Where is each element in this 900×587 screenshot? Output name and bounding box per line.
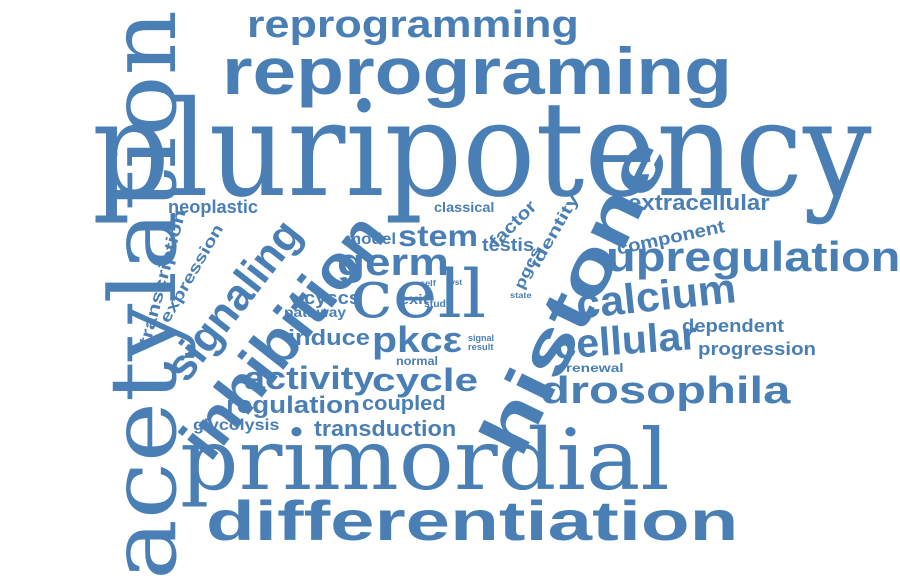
word-drosophila: drosophila bbox=[540, 370, 791, 412]
word-upregulation: upregulation bbox=[606, 233, 900, 280]
word-induce: induce bbox=[288, 325, 370, 350]
word-self: self bbox=[420, 279, 436, 288]
word-transduction: transduction bbox=[314, 416, 457, 441]
word-extracellular: extracellular bbox=[628, 190, 770, 215]
word-regulation: regulation bbox=[226, 392, 361, 419]
word-activity: activity bbox=[244, 360, 375, 396]
word-result: result bbox=[468, 342, 494, 352]
word-coupled: coupled bbox=[362, 393, 446, 415]
word-cellular: cellular bbox=[551, 313, 699, 368]
word-glycolysis: glycolysis bbox=[193, 417, 280, 434]
word-exit: exit bbox=[400, 291, 429, 307]
word-differentiation: differentiation bbox=[206, 489, 739, 552]
word-stem: stem bbox=[398, 220, 479, 253]
word-renewal: renewal bbox=[566, 361, 624, 375]
word-classical: classical bbox=[434, 199, 495, 215]
word-signal: signal bbox=[468, 333, 495, 343]
word-neoplastic: neoplastic bbox=[168, 197, 259, 217]
word-primordial: primordial bbox=[180, 411, 670, 509]
word-pluripotency: pluripotency bbox=[92, 73, 872, 227]
word-cyscs: cyscs bbox=[304, 288, 361, 308]
word-study: study bbox=[424, 299, 452, 310]
word-cycle: cycle bbox=[372, 362, 479, 398]
word-dependent: dependent bbox=[682, 316, 785, 336]
word-progression: progression bbox=[698, 339, 817, 359]
word-pathway: pathway bbox=[284, 304, 347, 320]
word-reprogramming: reprogramming bbox=[247, 4, 579, 46]
word-cyst: cyst bbox=[446, 278, 463, 287]
word-germ: germ bbox=[337, 242, 449, 284]
word-cell: cell bbox=[350, 256, 487, 333]
word-testis: testis bbox=[482, 235, 535, 255]
word-state: state bbox=[510, 291, 532, 300]
word-normal: normal bbox=[396, 354, 439, 368]
word-pkce: pkcε bbox=[372, 319, 463, 360]
word-model: model bbox=[346, 231, 397, 248]
word-reprograming: reprograming bbox=[222, 34, 733, 108]
